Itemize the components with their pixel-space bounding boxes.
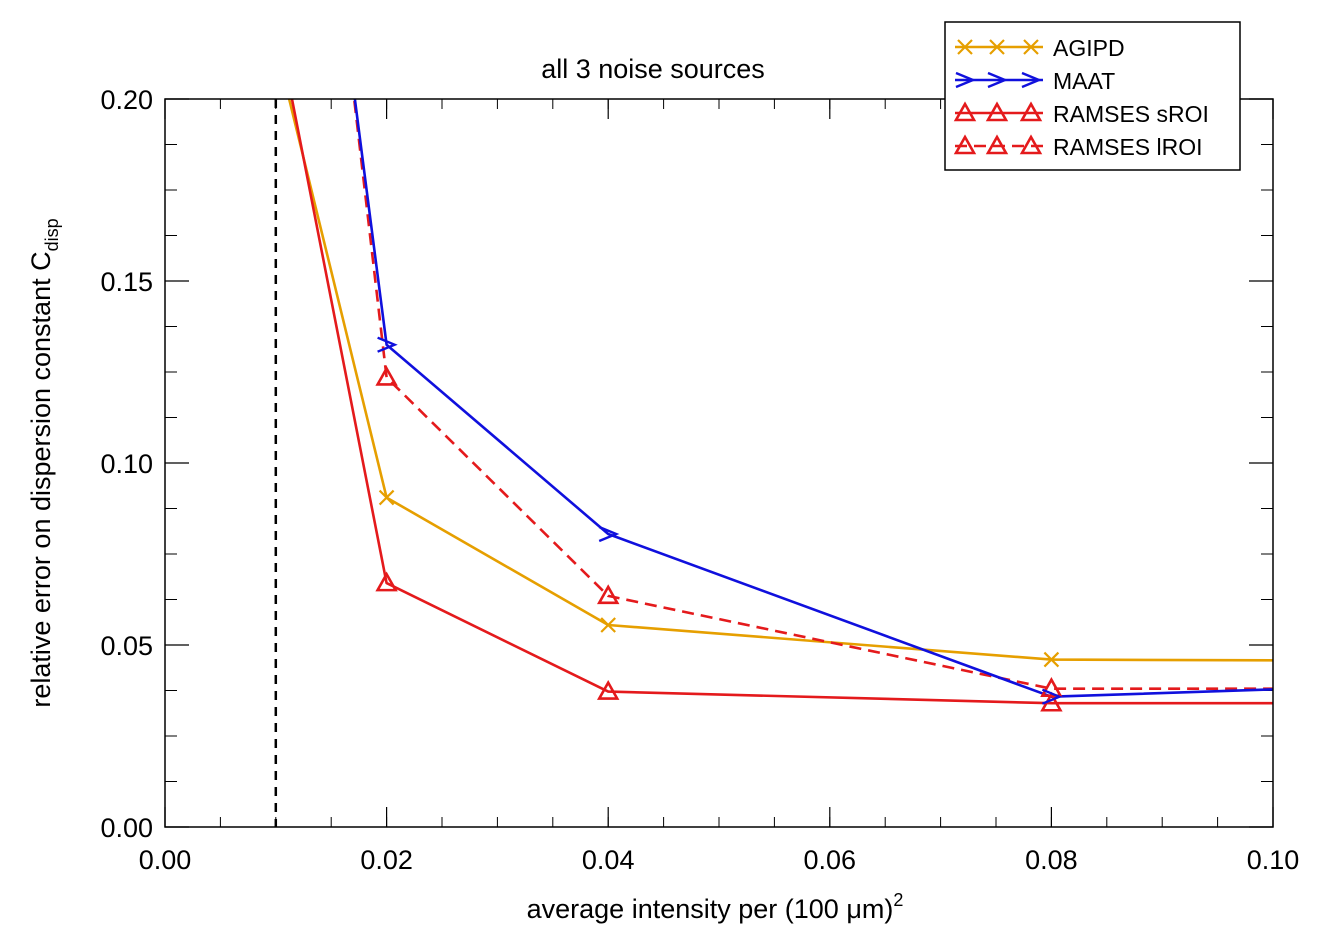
x-axis-label: average intensity per (100 μm)2: [527, 890, 904, 924]
legend-marker-agipd: [957, 39, 973, 55]
data-point-maat: [1041, 688, 1063, 705]
tick-labels: 0.00 0.02 0.04 0.06 0.08 0.10 0.00 0.05 0.10 0.15…: [100, 85, 1299, 875]
data-point-agipd: [600, 617, 616, 633]
data-point-ramses-lroi: [596, 584, 620, 605]
x-tick-label: 0.02: [360, 845, 413, 875]
legend-marker-agipd: [1023, 39, 1039, 55]
legend-marker-ramses-sroi: [953, 101, 977, 122]
data-point-maat: [377, 336, 398, 353]
legend-marker-ramses-lroi: [985, 134, 1009, 155]
data-point-agipd: [378, 489, 395, 506]
data-point-ramses-sroi: [375, 571, 398, 592]
data-point-maat: [598, 525, 620, 543]
series-line-ramses-lroi: [352, 99, 1273, 691]
legend-marker-ramses-sroi: [1019, 101, 1043, 122]
major-ticks: [164, 98, 1274, 828]
legend-marker-maat: [955, 71, 977, 89]
series-line-maat: [353, 99, 1273, 699]
x-tick-label: 0.04: [582, 845, 635, 875]
y-tick-label: 0.20: [100, 85, 153, 115]
y-tick-label: 0.00: [100, 813, 153, 843]
legend-label-ramses-lroi: RAMSES lROI: [1053, 134, 1203, 160]
y-axis-label: relative error on dispersion constant Cd…: [26, 218, 62, 707]
data-point-ramses-sroi: [596, 679, 620, 700]
legend-label-agipd: AGIPD: [1053, 35, 1125, 61]
legend-marker-ramses-lroi: [953, 134, 977, 155]
series-line-ramses-sroi: [290, 99, 1273, 705]
data-point-ramses-lroi: [375, 365, 398, 386]
data-point-ramses-lroi: [1040, 677, 1063, 697]
legend-marker-maat: [1021, 71, 1043, 89]
x-tick-label: 0.10: [1247, 845, 1300, 875]
minor-ticks: [164, 98, 1274, 828]
legend-label-maat: MAAT: [1053, 68, 1115, 94]
x-tick-label: 0.08: [1025, 845, 1078, 875]
legend-label-ramses-sroi: RAMSES sROI: [1053, 101, 1209, 127]
data-point-agipd: [1043, 651, 1060, 668]
x-tick-label: 0.00: [139, 845, 192, 875]
legend-marker-agipd: [989, 39, 1005, 55]
legend-marker-ramses-lroi: [1019, 134, 1043, 155]
y-tick-label: 0.10: [100, 449, 153, 479]
plot-frame: [164, 98, 1274, 828]
y-tick-label: 0.05: [100, 631, 153, 661]
plot-area: [274, 99, 1273, 827]
y-tick-label: 0.15: [100, 267, 153, 297]
legend-marker-ramses-sroi: [985, 101, 1009, 122]
legend-marker-maat: [987, 71, 1009, 89]
x-tick-label: 0.06: [804, 845, 857, 875]
legend: AGIPD MAAT RAMSES sROI RAMSES lROI: [944, 21, 1241, 171]
chart-title: all 3 noise sources: [541, 54, 765, 84]
